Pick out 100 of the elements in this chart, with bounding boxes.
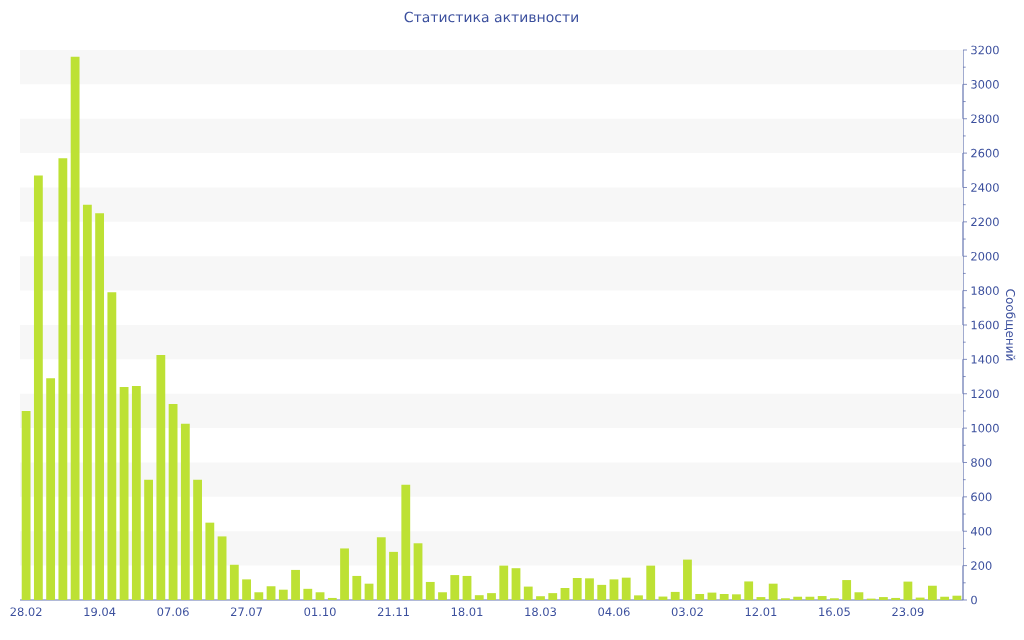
- bar: [95, 213, 105, 600]
- x-tick-label: 18.03: [525, 607, 556, 617]
- x-tick-label: 04.06: [598, 607, 630, 617]
- bar: [291, 569, 300, 600]
- y-tick-label: 2200: [971, 217, 999, 227]
- bar: [903, 581, 913, 600]
- bar: [82, 204, 92, 600]
- bar: [817, 596, 827, 600]
- bar: [327, 597, 337, 600]
- y-tick-label: 1600: [971, 320, 999, 330]
- bar: [401, 484, 411, 600]
- bar: [180, 423, 190, 600]
- x-tick-label: 27.07: [230, 607, 262, 617]
- y-tick-label: 800: [971, 458, 992, 467]
- bar: [389, 551, 398, 600]
- bar: [46, 378, 56, 600]
- bar: [242, 579, 251, 600]
- bar: [670, 591, 680, 600]
- bar: [499, 565, 509, 600]
- bar: [254, 592, 264, 600]
- x-tick-label: 28.02: [10, 607, 42, 617]
- bar: [119, 386, 129, 600]
- bar: [156, 355, 166, 600]
- bar: [940, 596, 950, 600]
- bar: [768, 583, 778, 600]
- bar: [21, 410, 31, 600]
- x-tick-label: 18.01: [451, 607, 483, 617]
- y-tick-label: 0: [971, 595, 977, 605]
- bar: [131, 386, 141, 600]
- bar: [879, 597, 888, 600]
- chart-title: Статистика активности: [404, 11, 578, 23]
- x-tick-label: 12.01: [745, 607, 777, 617]
- y-tick-label: 2800: [971, 114, 999, 124]
- bar: [927, 585, 937, 600]
- bar: [585, 578, 594, 600]
- bar: [646, 565, 656, 600]
- x-tick-label: 03.02: [671, 607, 703, 617]
- bar: [793, 596, 803, 600]
- y-axis-title: Сообщений: [1004, 289, 1016, 361]
- bar: [205, 522, 215, 600]
- bar: [732, 594, 741, 600]
- bar: [33, 175, 43, 600]
- bar: [891, 597, 901, 600]
- bar: [217, 536, 227, 600]
- bar: [560, 587, 570, 600]
- bar: [842, 580, 852, 600]
- y-tick-label: 2600: [971, 148, 999, 158]
- bar: [597, 584, 607, 600]
- bar: [266, 586, 276, 600]
- bar: [854, 592, 864, 600]
- bar: [523, 586, 533, 600]
- bar: [70, 56, 80, 600]
- bar: [413, 543, 423, 600]
- bar: [511, 568, 521, 600]
- bar: [278, 589, 288, 600]
- x-tick-label: 19.04: [84, 607, 116, 617]
- bar: [58, 158, 68, 600]
- x-tick-label: 16.05: [819, 607, 850, 617]
- bar: [229, 564, 239, 600]
- y-tick-label: 2000: [971, 251, 999, 261]
- bar: [144, 479, 153, 600]
- bar: [952, 595, 962, 600]
- x-tick-label: 01.10: [304, 607, 336, 617]
- bar: [107, 292, 117, 600]
- y-tick-label: 3000: [971, 80, 999, 89]
- bar: [683, 559, 692, 600]
- y-tick-label: 1800: [971, 286, 999, 295]
- x-tick-label: 21.11: [377, 607, 409, 616]
- bar: [340, 548, 349, 600]
- y-tick-label: 600: [971, 492, 992, 502]
- bar: [572, 578, 582, 600]
- bar: [303, 588, 313, 600]
- bar: [352, 575, 362, 600]
- bar: [536, 596, 545, 600]
- bar: [756, 597, 766, 600]
- bar: [744, 581, 754, 600]
- bar: [634, 595, 643, 600]
- bar: [719, 593, 729, 600]
- bar: [621, 577, 631, 600]
- bar: [425, 581, 435, 600]
- bar: [376, 537, 386, 600]
- bar: [450, 575, 460, 600]
- x-tick-label: 23.09: [892, 607, 924, 617]
- bar: [487, 593, 496, 600]
- bar: [548, 593, 558, 600]
- bar: [193, 479, 202, 600]
- y-tick-label: 2400: [971, 183, 999, 192]
- bar: [462, 575, 472, 600]
- bar: [609, 579, 619, 600]
- y-tick-label: 1000: [971, 423, 999, 433]
- y-tick-label: 200: [971, 561, 992, 570]
- y-tick-label: 3200: [971, 45, 999, 55]
- y-tick-label: 1400: [971, 355, 999, 364]
- x-tick-label: 07.06: [157, 607, 189, 617]
- bar: [695, 593, 705, 600]
- bar: [315, 592, 325, 600]
- bar: [474, 595, 484, 600]
- bar: [168, 404, 178, 600]
- y-tick-label: 1200: [971, 389, 999, 399]
- y-tick-label: 400: [970, 526, 992, 536]
